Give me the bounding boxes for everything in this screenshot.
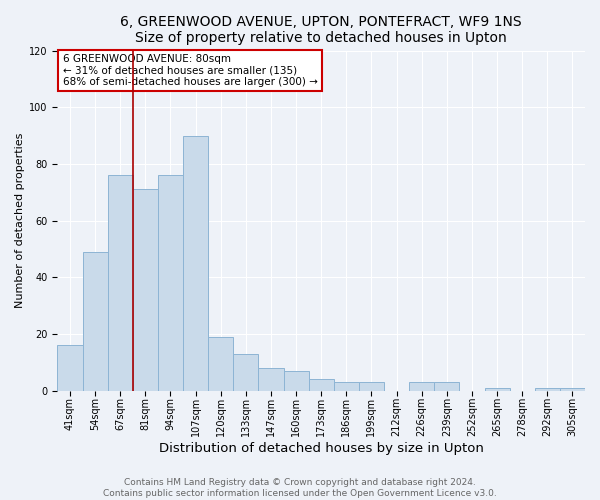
Bar <box>158 176 183 390</box>
Bar <box>83 252 107 390</box>
Bar <box>485 388 509 390</box>
Text: Contains HM Land Registry data © Crown copyright and database right 2024.
Contai: Contains HM Land Registry data © Crown c… <box>103 478 497 498</box>
Y-axis label: Number of detached properties: Number of detached properties <box>15 133 25 308</box>
Bar <box>308 380 334 390</box>
Bar <box>284 371 308 390</box>
Bar <box>259 368 284 390</box>
Bar <box>58 346 83 391</box>
Bar <box>233 354 259 391</box>
Text: 6 GREENWOOD AVENUE: 80sqm
← 31% of detached houses are smaller (135)
68% of semi: 6 GREENWOOD AVENUE: 80sqm ← 31% of detac… <box>62 54 317 87</box>
Bar <box>560 388 585 390</box>
Bar <box>409 382 434 390</box>
Bar <box>208 337 233 390</box>
Bar <box>434 382 460 390</box>
Bar <box>535 388 560 390</box>
Bar <box>359 382 384 390</box>
Bar <box>183 136 208 390</box>
Bar <box>334 382 359 390</box>
Bar <box>107 176 133 390</box>
X-axis label: Distribution of detached houses by size in Upton: Distribution of detached houses by size … <box>159 442 484 455</box>
Title: 6, GREENWOOD AVENUE, UPTON, PONTEFRACT, WF9 1NS
Size of property relative to det: 6, GREENWOOD AVENUE, UPTON, PONTEFRACT, … <box>121 15 522 45</box>
Bar <box>133 190 158 390</box>
